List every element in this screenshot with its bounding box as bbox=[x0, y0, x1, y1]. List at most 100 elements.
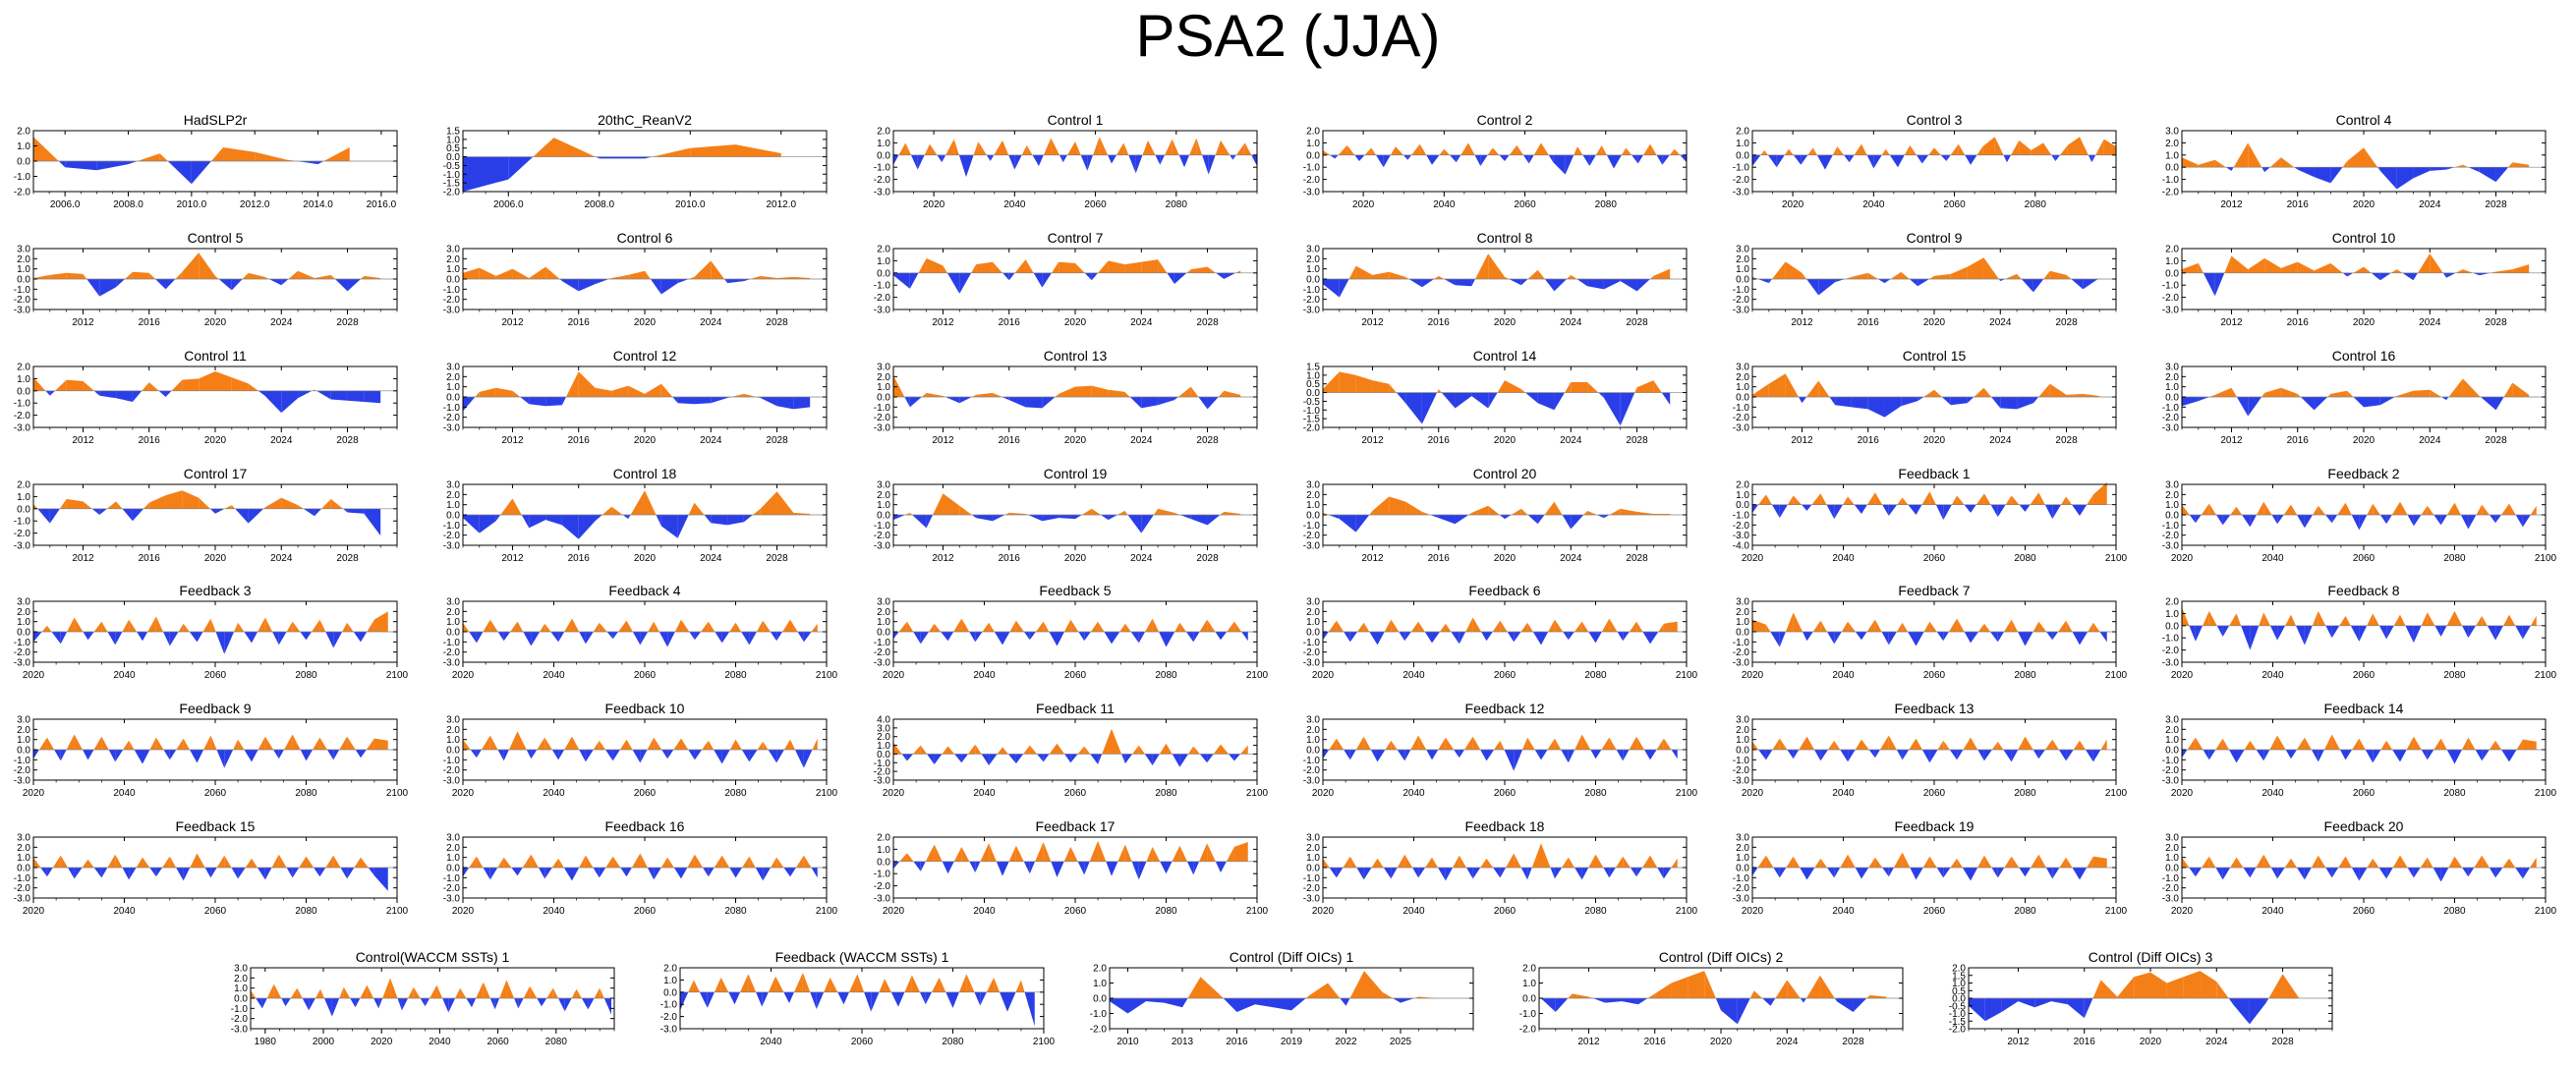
negative-area bbox=[2325, 868, 2332, 878]
negative-area bbox=[2032, 397, 2039, 404]
negative-area bbox=[518, 998, 524, 1009]
negative-area bbox=[2300, 397, 2315, 411]
positive-area bbox=[132, 271, 149, 279]
y-tick-label: 2.0 bbox=[877, 732, 890, 743]
y-tick-label: -1.0 bbox=[1733, 511, 1750, 522]
positive-area bbox=[330, 498, 343, 509]
negative-area bbox=[1459, 632, 1466, 645]
negative-area bbox=[1918, 279, 1929, 287]
negative-area bbox=[2318, 750, 2324, 762]
positive-area bbox=[1159, 743, 1167, 755]
negative-area bbox=[2092, 750, 2101, 762]
positive-area bbox=[595, 387, 612, 397]
positive-area bbox=[1765, 624, 1771, 632]
positive-area bbox=[1517, 144, 1523, 155]
negative-area bbox=[1767, 154, 1777, 168]
y-tick-label: -1.0 bbox=[874, 163, 891, 174]
negative-area bbox=[1399, 632, 1405, 642]
negative-area bbox=[689, 632, 695, 641]
positive-area bbox=[2088, 622, 2093, 632]
x-tick-label: 2020 bbox=[923, 199, 945, 210]
positive-area bbox=[2373, 858, 2379, 868]
negative-area bbox=[1369, 632, 1378, 646]
negative-area bbox=[2025, 632, 2033, 646]
y-tick-label: 0.0 bbox=[877, 628, 890, 639]
positive-area bbox=[408, 986, 414, 998]
negative-area bbox=[677, 515, 689, 538]
negative-area bbox=[749, 750, 758, 762]
x-tick-label: 2100 bbox=[2105, 670, 2128, 681]
negative-area bbox=[2339, 750, 2346, 760]
y-tick-label: 0.0 bbox=[1306, 864, 1320, 874]
y-tick-label: -2.0 bbox=[874, 413, 891, 423]
negative-area bbox=[945, 397, 960, 404]
negative-area bbox=[1793, 154, 1802, 165]
negative-area bbox=[420, 998, 426, 1007]
negative-area bbox=[1603, 868, 1610, 878]
y-tick-label: 2.0 bbox=[446, 372, 460, 383]
positive-area bbox=[1963, 737, 1971, 750]
negative-area bbox=[1969, 998, 1985, 1022]
negative-area bbox=[704, 515, 712, 524]
positive-area bbox=[2087, 856, 2093, 868]
positive-area bbox=[1994, 137, 2004, 155]
positive-area bbox=[585, 855, 594, 868]
negative-area bbox=[2351, 515, 2360, 531]
negative-area bbox=[2291, 750, 2297, 759]
positive-area bbox=[321, 498, 331, 509]
negative-area bbox=[952, 991, 959, 1008]
positive-area bbox=[503, 857, 512, 868]
x-tick-label: 2016 bbox=[2287, 435, 2310, 446]
negative-area bbox=[1680, 154, 1687, 163]
y-tick-label: 1.0 bbox=[1736, 735, 1749, 746]
positive-area bbox=[1235, 270, 1241, 273]
negative-area bbox=[756, 991, 763, 1007]
negative-area bbox=[1806, 632, 1813, 642]
positive-area bbox=[1647, 993, 1655, 998]
positive-area bbox=[339, 736, 348, 750]
positive-area bbox=[1885, 148, 1890, 155]
negative-area bbox=[1721, 998, 1738, 1025]
positive-area bbox=[1793, 856, 1801, 868]
negative-area bbox=[1198, 397, 1208, 410]
positive-area bbox=[2291, 858, 2297, 868]
positive-area bbox=[2342, 161, 2348, 168]
negative-area bbox=[2462, 625, 2469, 639]
y-tick-label: 2.0 bbox=[1306, 490, 1320, 501]
positive-area bbox=[1015, 620, 1024, 632]
positive-area bbox=[1837, 146, 1844, 155]
positive-area bbox=[463, 739, 471, 750]
y-tick-label: -2.0 bbox=[1303, 295, 1321, 306]
negative-area bbox=[1383, 154, 1391, 168]
negative-area bbox=[2269, 625, 2278, 641]
positive-area bbox=[1057, 743, 1065, 755]
positive-area bbox=[1465, 617, 1473, 632]
y-tick-label: -2.0 bbox=[14, 647, 31, 658]
positive-area bbox=[481, 735, 490, 750]
positive-area bbox=[997, 747, 1002, 755]
positive-area bbox=[286, 159, 298, 161]
positive-area bbox=[1418, 735, 1427, 750]
positive-area bbox=[1904, 144, 1911, 155]
y-tick-label: 0.0 bbox=[1736, 275, 1749, 286]
positive-area bbox=[2482, 855, 2490, 868]
x-tick-label: 2060 bbox=[1064, 670, 1087, 681]
positive-area bbox=[645, 270, 651, 279]
y-tick-label: -4.0 bbox=[1733, 541, 1750, 552]
positive-area bbox=[971, 394, 977, 397]
x-tick-label: 2019 bbox=[1281, 1037, 1303, 1047]
negative-area bbox=[2019, 868, 2026, 877]
negative-area bbox=[2083, 279, 2098, 290]
y-tick-label: 3.0 bbox=[446, 363, 460, 373]
y-tick-label: 0.0 bbox=[1306, 275, 1320, 286]
positive-area bbox=[811, 623, 818, 632]
positive-area bbox=[33, 503, 38, 509]
negative-area bbox=[803, 632, 812, 643]
positive-area bbox=[793, 276, 811, 279]
y-tick-label: 1.0 bbox=[17, 141, 30, 152]
negative-area bbox=[1075, 515, 1082, 520]
positive-area bbox=[1541, 142, 1549, 155]
x-tick-label: 2012 bbox=[72, 317, 94, 328]
negative-area bbox=[680, 991, 689, 1011]
positive-area bbox=[2030, 492, 2039, 505]
